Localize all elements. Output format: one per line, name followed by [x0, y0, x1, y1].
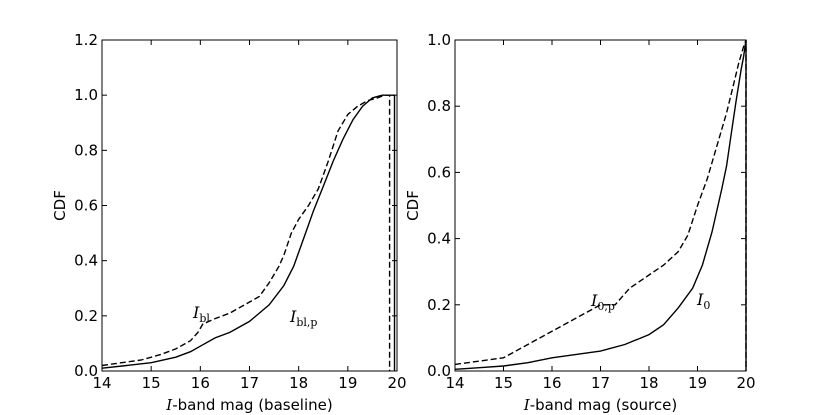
y-tick-label: 0.8	[427, 97, 451, 115]
x-axis-label-text: -band mag (source)	[530, 396, 678, 414]
x-axis-label-text: -band mag (baseline)	[172, 396, 333, 414]
x-tick-label: 14	[92, 374, 111, 392]
x-tick-label: 17	[240, 374, 259, 392]
x-tick-label: 15	[494, 374, 513, 392]
x-axis-label-italic: I	[523, 396, 531, 414]
chart-panel-2: 14 15 16 17 18 19 200.00.20.40.60.81.0I-band m…	[404, 31, 756, 414]
y-tick-label: 0.2	[427, 296, 451, 314]
x-axis-label: I-band mag (source)	[523, 396, 677, 414]
x-tick-label: 20	[736, 374, 755, 392]
chart-panel-1: 14 15 16 17 18 19 200.00.20.40.60.81.01.2I-ban…	[51, 31, 407, 414]
x-tick-label: 18	[289, 374, 308, 392]
y-tick-label: 0.4	[74, 252, 98, 270]
x-tick-label: 16	[191, 374, 210, 392]
x-tick-label: 19	[338, 374, 357, 392]
y-tick-label: 0.4	[427, 230, 451, 248]
series-label-main: I	[192, 303, 200, 322]
y-axis-label: CDF	[404, 190, 422, 221]
series-label: I0,p	[590, 291, 615, 313]
y-tick-label: 0.0	[74, 362, 98, 380]
x-axis-label: I-band mag (baseline)	[165, 396, 332, 414]
y-tick-label: 0.8	[74, 141, 98, 159]
series-label-subscript: bl	[199, 312, 210, 325]
y-tick-label: 0.6	[427, 163, 451, 181]
x-tick-label: 18	[639, 374, 658, 392]
series-label-main: I	[696, 290, 704, 309]
series-line-i-bl	[101, 94, 396, 371]
x-tick-label: 16	[542, 374, 561, 392]
series-label-main: I	[289, 307, 297, 326]
y-tick-label: 1.0	[74, 86, 98, 104]
plot-frame	[454, 39, 747, 372]
series-line-i-bl-p	[101, 94, 391, 371]
x-tick-label: 19	[688, 374, 707, 392]
y-tick-label: 0.6	[74, 197, 98, 215]
y-axis-label: CDF	[51, 190, 69, 221]
y-tick-label: 0.0	[427, 362, 451, 380]
series-label-subscript: 0,p	[597, 300, 615, 313]
series-label-subscript: bl,p	[296, 316, 317, 329]
series-label: Ibl,p	[289, 307, 317, 329]
x-tick-label: 20	[387, 374, 406, 392]
series-label: I0	[696, 290, 710, 312]
y-tick-label: 0.2	[74, 307, 98, 325]
series-label-main: I	[590, 291, 598, 310]
x-tick-label: 17	[591, 374, 610, 392]
series-line-i-0-p	[454, 39, 747, 371]
series-label-subscript: 0	[703, 299, 710, 312]
x-tick-label: 15	[142, 374, 161, 392]
x-tick-label: 14	[445, 374, 464, 392]
series-label: Ibl	[192, 303, 210, 325]
x-axis-label-italic: I	[165, 396, 173, 414]
series-line-i-0	[454, 39, 747, 371]
y-tick-label: 1.0	[427, 31, 451, 49]
y-tick-label: 1.2	[74, 31, 98, 49]
